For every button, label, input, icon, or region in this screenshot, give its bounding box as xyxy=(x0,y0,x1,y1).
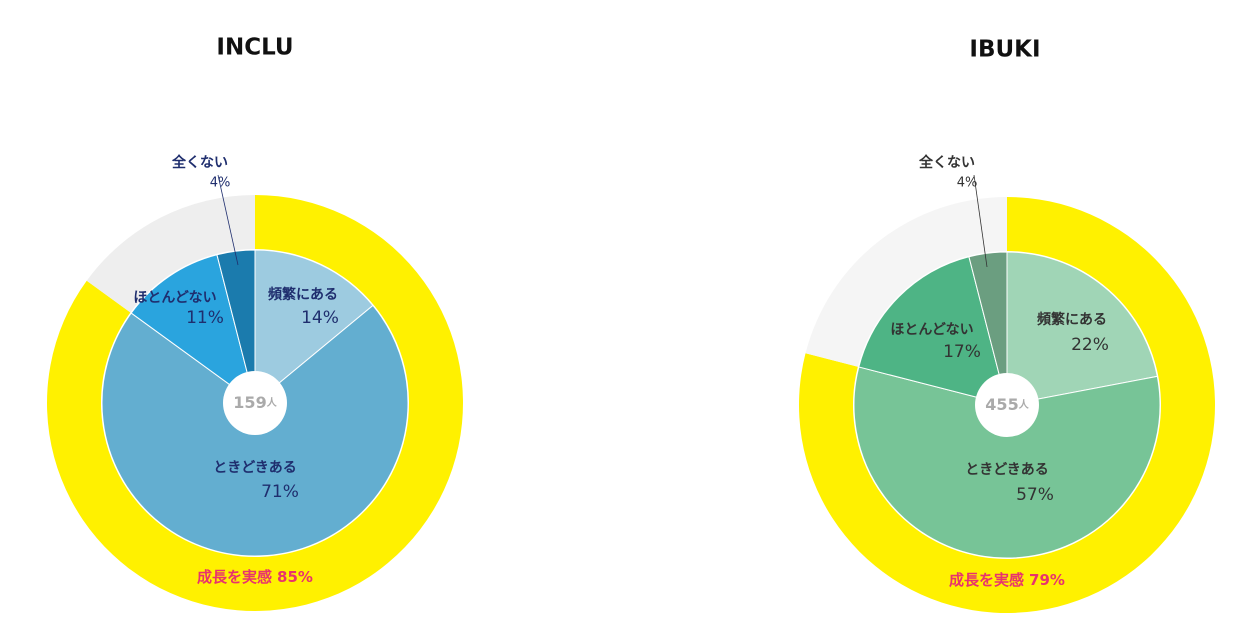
pie-slice xyxy=(254,249,374,405)
outer-label-value: 85% xyxy=(277,568,313,586)
center-label: 455人 xyxy=(985,395,1029,414)
chart-title: IBUKI xyxy=(969,37,1040,63)
pie-slice xyxy=(968,251,1008,406)
slice-value-label: 57% xyxy=(1016,485,1054,505)
pie-slice xyxy=(1006,251,1158,406)
center-label: 159人 xyxy=(233,393,277,412)
slice-label: 頻繁にある xyxy=(268,286,338,303)
center-hole xyxy=(975,373,1039,437)
outer-label-value: 79% xyxy=(1029,571,1065,589)
center-hole xyxy=(223,371,287,435)
pie-slice xyxy=(853,366,1161,559)
center-unit: 人 xyxy=(267,396,278,409)
outer-label: 成長を実感 79% xyxy=(949,571,1065,589)
leader-line xyxy=(217,174,239,266)
slice-value-label: 11% xyxy=(186,308,224,328)
chart-title: INCLU xyxy=(216,35,293,61)
slice-value-label: 14% xyxy=(301,308,339,328)
center-value: 159 xyxy=(233,393,266,412)
slice-label: ほとんどない xyxy=(890,322,973,338)
slice-value-label: 17% xyxy=(943,342,981,362)
pie-slice xyxy=(858,256,1008,406)
outer-label-name: 成長を実感 xyxy=(949,571,1024,589)
slice-label: ときどきある xyxy=(213,460,297,476)
leader-line xyxy=(973,174,988,268)
slice-value-label: 4% xyxy=(210,176,231,191)
slice-label: ほとんどない xyxy=(133,290,216,306)
outer-ring-segment xyxy=(86,195,256,313)
slice-label: 全くない xyxy=(171,154,228,171)
pie-slice xyxy=(216,249,256,404)
slice-label: ときどきある xyxy=(965,462,1049,478)
outer-label: 成長を実感 85% xyxy=(197,568,313,586)
pie-slice xyxy=(130,254,256,405)
slice-value-label: 4% xyxy=(957,176,978,191)
center-value: 455 xyxy=(985,395,1018,414)
outer-label-name: 成長を実感 xyxy=(197,568,272,586)
slice-value-label: 71% xyxy=(261,482,299,502)
outer-ring-segment xyxy=(805,197,1007,367)
center-unit: 人 xyxy=(1019,398,1030,411)
slice-label: 頻繁にある xyxy=(1037,311,1107,328)
slice-label: 全くない xyxy=(918,154,975,171)
slice-value-label: 22% xyxy=(1071,335,1109,355)
